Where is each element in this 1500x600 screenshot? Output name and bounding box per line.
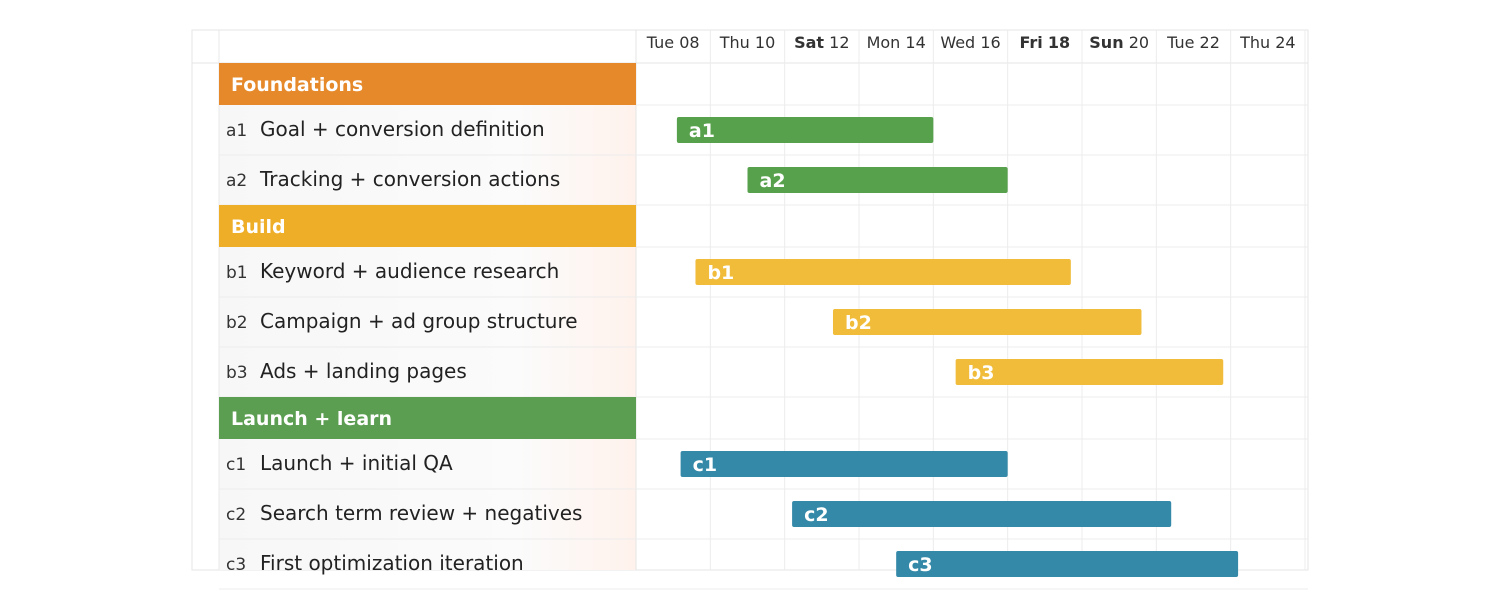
label-panel xyxy=(219,63,636,570)
task-bar-label: b3 xyxy=(968,362,995,384)
task-code-label: b3 xyxy=(226,363,248,383)
task-bar xyxy=(955,359,1224,385)
task-bars: a1 a2 b1 b2 b3 c1 c2 c3 xyxy=(676,117,1239,577)
date-tick-weekday: Wed xyxy=(940,33,975,52)
group-header-band xyxy=(219,397,636,439)
task-bar xyxy=(695,259,1071,285)
date-tick-day: 18 xyxy=(1048,33,1070,52)
date-tick-weekday: Tue xyxy=(1166,33,1194,52)
date-tick-day: 14 xyxy=(905,33,925,52)
task-bar xyxy=(747,167,1008,193)
task-code-label: c2 xyxy=(226,505,246,525)
task-bar-label: c1 xyxy=(693,454,717,476)
task-code-label: b1 xyxy=(226,263,248,283)
task-bar xyxy=(832,309,1142,335)
date-tick-weekday: Sat xyxy=(794,33,824,52)
date-tick-day: 22 xyxy=(1200,33,1220,52)
date-tick-label: Sun 20 xyxy=(1089,33,1149,52)
task-bar-label: c2 xyxy=(804,504,828,526)
date-tick-label: Tue 08 xyxy=(646,33,700,52)
group-headers: Foundations Build Launch + learn xyxy=(219,63,636,439)
date-tick-weekday: Tue xyxy=(646,33,674,52)
date-tick-day: 16 xyxy=(980,33,1000,52)
date-tick-weekday: Thu xyxy=(1239,33,1270,52)
task-code-label: a2 xyxy=(226,171,247,191)
task-name-label: Ads + landing pages xyxy=(260,359,467,383)
task-name-label: Keyword + audience research xyxy=(260,259,559,283)
date-tick-label: Thu 24 xyxy=(1239,33,1296,52)
group-header-label: Foundations xyxy=(231,74,363,96)
task-labels: a1 Goal + conversion definition a2 Tracking… xyxy=(226,117,582,575)
task-bar-label: c3 xyxy=(908,554,932,576)
task-bar-label: b2 xyxy=(845,312,872,334)
task-bar xyxy=(680,451,1008,477)
task-name-label: Tracking + conversion actions xyxy=(259,167,560,191)
task-bar-label: a2 xyxy=(760,170,786,192)
date-tick-day: 20 xyxy=(1129,33,1149,52)
task-name-label: Search term review + negatives xyxy=(260,501,582,525)
date-tick-day: 24 xyxy=(1275,33,1295,52)
group-header-band xyxy=(219,63,636,105)
task-name-label: First optimization iteration xyxy=(260,551,524,575)
group-header-label: Build xyxy=(231,216,286,238)
date-tick-day: 08 xyxy=(679,33,699,52)
date-tick-weekday: Sun xyxy=(1089,33,1123,52)
task-name-label: Campaign + ad group structure xyxy=(260,309,578,333)
date-tick-label: Thu 10 xyxy=(719,33,776,52)
task-code-label: b2 xyxy=(226,313,248,333)
date-tick-label: Mon 14 xyxy=(867,33,926,52)
task-name-label: Goal + conversion definition xyxy=(260,117,545,141)
task-code-label: a1 xyxy=(226,121,247,141)
task-bar xyxy=(676,117,934,143)
group-header-label: Launch + learn xyxy=(231,408,392,430)
date-tick-label: Tue 22 xyxy=(1166,33,1220,52)
date-tick-label: Fri 18 xyxy=(1020,33,1071,52)
task-code-label: c1 xyxy=(226,455,246,475)
date-tick-day: 12 xyxy=(829,33,849,52)
date-tick-weekday: Fri xyxy=(1020,33,1043,52)
task-code-label: c3 xyxy=(226,555,246,575)
date-tick-label: Sat 12 xyxy=(794,33,849,52)
date-tick-label: Wed 16 xyxy=(940,33,1000,52)
date-tick-weekday: Mon xyxy=(867,33,901,52)
task-bar-label: a1 xyxy=(689,120,715,142)
group-header-band xyxy=(219,205,636,247)
task-bar xyxy=(896,551,1239,577)
date-header: Tue 08 Thu 10 Sat 12 Mon 14 Wed 16 Fri 18 Sun … xyxy=(646,33,1296,52)
date-tick-day: 10 xyxy=(755,33,775,52)
task-bar xyxy=(792,501,1172,527)
task-name-label: Launch + initial QA xyxy=(260,451,453,475)
date-tick-weekday: Thu xyxy=(719,33,750,52)
task-bar-label: b1 xyxy=(707,262,734,284)
